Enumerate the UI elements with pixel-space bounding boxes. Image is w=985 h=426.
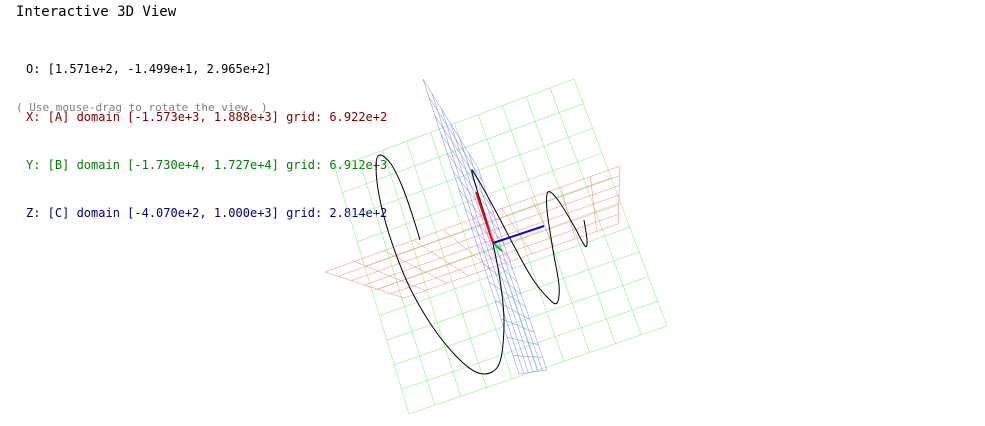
green-grid-line [394,276,649,366]
blue-grid-line [470,226,513,270]
blue-grid-line [446,152,496,219]
blue-grid-plane [422,78,548,375]
red-grid-line [338,175,620,277]
blue-grid-line [464,207,509,257]
green-grid-line [408,325,668,415]
blue-grid-line [488,281,526,308]
x-axis-line [475,191,494,244]
green-grid-line [379,226,630,316]
data-curve [375,154,588,375]
blue-grid-line [512,355,543,358]
z-axis-line [492,225,545,244]
red-grid-line [403,223,619,299]
rotate-hint: ( Use mouse-drag to rotate the view. ) [16,101,268,114]
green-grid-line [334,78,575,169]
blue-grid-line [458,189,505,244]
blue-grid-line [482,263,522,295]
green-grid-line [401,301,658,390]
red-grid-line [390,214,619,294]
y-axis-line [492,242,503,252]
green-grid-plane [334,78,668,415]
axis-info-panel: O: [1.571e+2, -1.499e+1, 2.965e+2] X: [A… [26,29,387,237]
y-axis-readout: Y: [B] domain [-1.730e+4, 1.727e+4] grid… [26,158,388,172]
blue-grid-line [518,369,548,375]
red-grid-plane [324,165,621,299]
x-axis-readout: X: [A] domain [-1.573e+3, 1.888e+3] grid… [26,110,388,124]
z-axis-readout: Z: [C] domain [-4.070e+2, 1.000e+3] grid… [26,206,388,220]
view-title: Interactive 3D View [16,4,177,20]
red-grid-line [351,185,620,281]
blue-grid-line [440,134,492,207]
blue-grid-line [506,336,539,345]
blue-grid-line [500,318,535,333]
blue-grid-line [434,115,487,194]
blue-grid-line [452,171,500,232]
blue-grid-line [428,97,483,181]
red-grid-line [324,165,621,273]
blue-grid-line [422,78,479,169]
green-grid-line [386,251,640,341]
blue-grid-line [494,300,530,320]
origin-readout: O: [1.571e+2, -1.499e+1, 2.965e+2] [26,62,272,76]
